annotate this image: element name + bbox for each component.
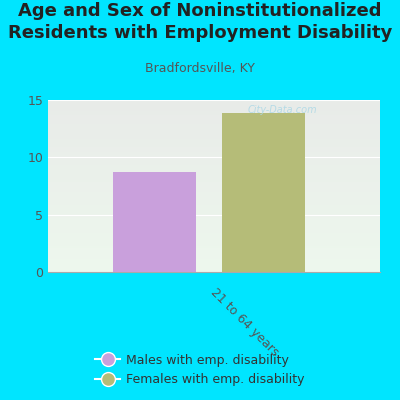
Bar [48,220,380,222]
Bar [48,143,380,145]
Bar [48,188,380,190]
Bar [48,102,380,104]
Text: 21 to 64 years: 21 to 64 years [208,286,281,359]
Text: Age and Sex of Noninstitutionalized
Residents with Employment Disability: Age and Sex of Noninstitutionalized Resi… [8,2,392,42]
Bar [48,100,380,102]
Text: Bradfordsville, KY: Bradfordsville, KY [145,62,255,75]
Bar [48,214,380,216]
Bar [48,145,380,147]
Bar [48,119,380,122]
Bar [48,192,380,194]
Bar [48,130,380,132]
Bar [48,203,380,205]
Bar [48,194,380,197]
Bar [48,227,380,229]
Bar [48,156,380,158]
Bar [48,236,380,238]
Bar [48,117,380,119]
Bar [48,250,380,253]
Bar [48,190,380,192]
Bar [48,268,380,270]
Bar [48,253,380,255]
Bar [48,242,380,244]
Bar [48,122,380,124]
Bar [48,201,380,203]
Bar [48,270,380,272]
Bar [48,141,380,143]
Bar [48,169,380,171]
Bar [48,197,380,199]
Bar [48,139,380,141]
Bar [48,134,380,136]
Bar [48,218,380,220]
Bar [48,180,380,182]
Bar [48,264,380,266]
Bar [48,152,380,154]
Bar [48,175,380,178]
Bar [48,113,380,115]
Bar [48,104,380,106]
Bar [48,246,380,248]
Bar [48,229,380,231]
Bar [48,261,380,264]
Bar [48,244,380,246]
Bar [48,216,380,218]
Bar [48,257,380,259]
Bar [48,160,380,162]
Bar [48,111,380,113]
Bar [48,178,380,180]
Text: City-Data.com: City-Data.com [247,105,317,115]
Bar [222,113,305,272]
Bar [48,225,380,227]
Bar [48,126,380,128]
Bar [48,222,380,225]
Bar [48,238,380,240]
Bar [48,171,380,173]
Legend: Males with emp. disability, Females with emp. disability: Males with emp. disability, Females with… [91,350,309,390]
Bar [48,136,380,139]
Bar [48,173,380,175]
Bar [48,128,380,130]
Bar [48,266,380,268]
Bar [48,255,380,257]
Bar [48,150,380,152]
Bar [48,208,380,210]
Bar [48,199,380,201]
Bar [48,147,380,150]
Bar [48,124,380,126]
Bar [48,167,380,169]
Bar [48,162,380,164]
Bar [48,205,380,208]
Bar [113,172,196,272]
Bar [48,106,380,109]
Bar [48,233,380,236]
Bar [48,164,380,167]
Bar [48,186,380,188]
Bar [48,240,380,242]
Bar [48,212,380,214]
Bar [48,182,380,184]
Bar [48,248,380,250]
Bar [48,210,380,212]
Bar [48,158,380,160]
Bar [48,231,380,233]
Bar [48,132,380,134]
Bar [48,109,380,111]
Bar [48,115,380,117]
Bar [48,154,380,156]
Bar [48,259,380,261]
Bar [48,184,380,186]
